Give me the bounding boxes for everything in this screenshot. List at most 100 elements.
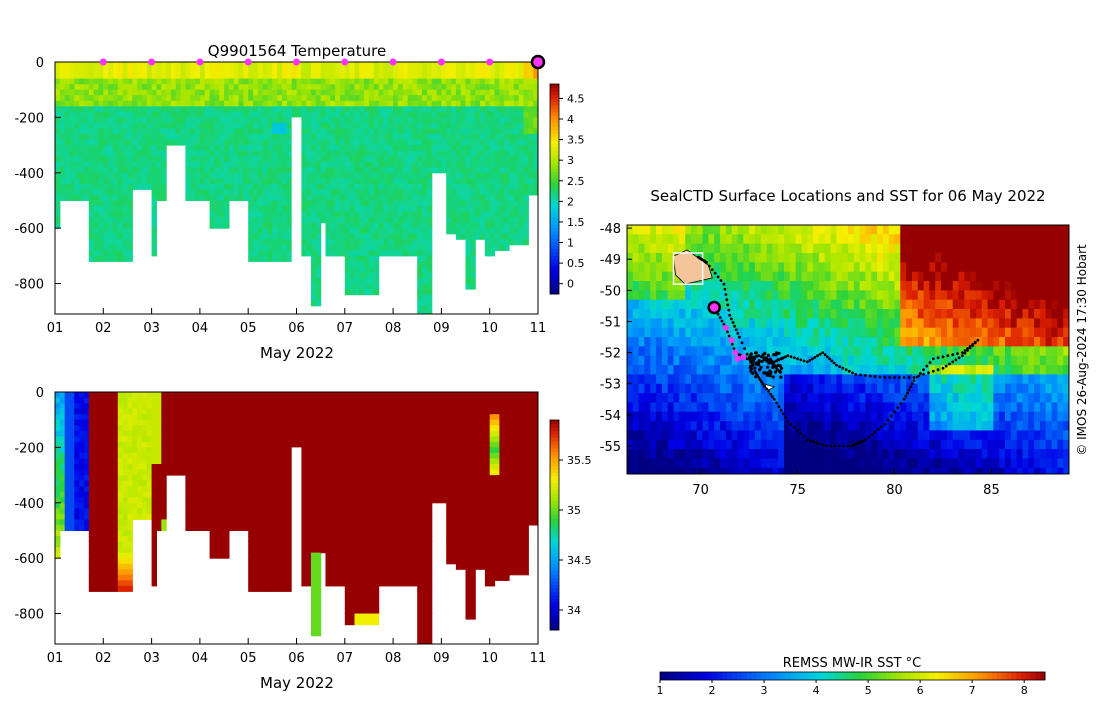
temperature-cell [118, 212, 123, 218]
temperature-cell [451, 112, 456, 118]
salinity-cell [161, 425, 166, 431]
temperature-cell [461, 123, 466, 129]
salinity-cell [152, 392, 157, 398]
temperature-cell [65, 167, 70, 173]
temperature-cell [118, 245, 123, 251]
temperature-cell [514, 95, 519, 101]
temperature-cell [103, 106, 108, 112]
temperature-cell [374, 206, 379, 212]
colorbar-segment [550, 158, 559, 162]
temperature-cell [224, 106, 229, 112]
salinity-cell [65, 459, 70, 465]
temperature-cell [340, 212, 345, 218]
salinity-cell [99, 486, 104, 492]
salinity-cell [103, 453, 108, 459]
salinity-cell [84, 486, 89, 492]
salinity-cell [55, 519, 60, 525]
temperature-cell [234, 129, 239, 135]
temperature-cell [383, 195, 388, 201]
temperature-cell [369, 145, 374, 151]
temperature-cell [466, 117, 471, 123]
temperature-cell [282, 106, 287, 112]
temperature-cell [113, 112, 118, 118]
salinity-cell [210, 547, 215, 553]
temperature-cell [519, 62, 524, 68]
temperature-cell [408, 101, 413, 107]
temperature-cell [132, 145, 137, 151]
temperature-cell [417, 306, 422, 312]
temperature-cell [234, 73, 239, 79]
temperature-cell [55, 145, 60, 151]
salinity-cell [272, 519, 277, 525]
salinity-cell [268, 470, 273, 476]
salinity-cell [272, 542, 277, 548]
temperature-cell [345, 184, 350, 190]
salinity-cell [113, 420, 118, 426]
temperature-cell [427, 129, 432, 135]
temperature-cell [340, 228, 345, 234]
temperature-cell [398, 79, 403, 85]
salinity-cell [287, 519, 292, 525]
temperature-cell [166, 84, 171, 90]
temperature-cell [161, 90, 166, 96]
salinity-cell [282, 475, 287, 481]
temperature-cell [388, 145, 393, 151]
salinity-cell [176, 392, 181, 398]
temperature-cell [99, 223, 104, 229]
temperature-cell [253, 145, 258, 151]
temperature-cell [374, 151, 379, 157]
temperature-cell [403, 195, 408, 201]
salinity-cell [65, 447, 70, 453]
salinity-cell [282, 414, 287, 420]
temperature-cell [316, 295, 321, 301]
temperature-cell [514, 117, 519, 123]
temperature-cell [456, 123, 461, 129]
temperature-cell [403, 73, 408, 79]
temperature-cell [364, 228, 369, 234]
temperature-cell [113, 68, 118, 74]
temperature-cell [383, 62, 388, 68]
temperature-cell [60, 151, 65, 157]
temperature-cell [470, 261, 475, 267]
temperature-cell [166, 73, 171, 79]
temperature-cell [171, 101, 176, 107]
salinity-cell [272, 492, 277, 498]
temperature-cell [485, 173, 490, 179]
salinity-cell [277, 586, 282, 592]
temperature-cell [103, 68, 108, 74]
salinity-cell [316, 436, 321, 442]
temperature-cell [60, 173, 65, 179]
temperature-cell [509, 239, 514, 245]
temperature-cell [369, 284, 374, 290]
salinity-cell [132, 459, 137, 465]
temperature-cell [446, 212, 451, 218]
temperature-cell [55, 178, 60, 184]
temperature-cell [137, 123, 142, 129]
temperature-cell [408, 178, 413, 184]
temperature-cell [456, 62, 461, 68]
temperature-cell [364, 217, 369, 223]
temperature-cell [152, 123, 157, 129]
salinity-cell [118, 398, 123, 404]
temperature-cell [495, 90, 500, 96]
temperature-cell [509, 123, 514, 129]
temperature-cell [214, 212, 219, 218]
salinity-cell [316, 575, 321, 581]
temperature-cell [417, 79, 422, 85]
salinity-cell [229, 525, 234, 531]
temperature-cell [461, 134, 466, 140]
temperature-cell [470, 184, 475, 190]
salinity-cell [152, 425, 157, 431]
salinity-cell [161, 492, 166, 498]
salinity-cell [287, 514, 292, 520]
temperature-cell [412, 129, 417, 135]
temperature-cell [470, 217, 475, 223]
salinity-cell [272, 425, 277, 431]
salinity-cell [301, 508, 306, 514]
temperature-cell [287, 73, 292, 79]
temperature-cell [466, 112, 471, 118]
temperature-cell [306, 178, 311, 184]
colorbar-tick-label: 4.5 [567, 92, 585, 105]
temperature-cell [118, 223, 123, 229]
salinity-cell [99, 547, 104, 553]
